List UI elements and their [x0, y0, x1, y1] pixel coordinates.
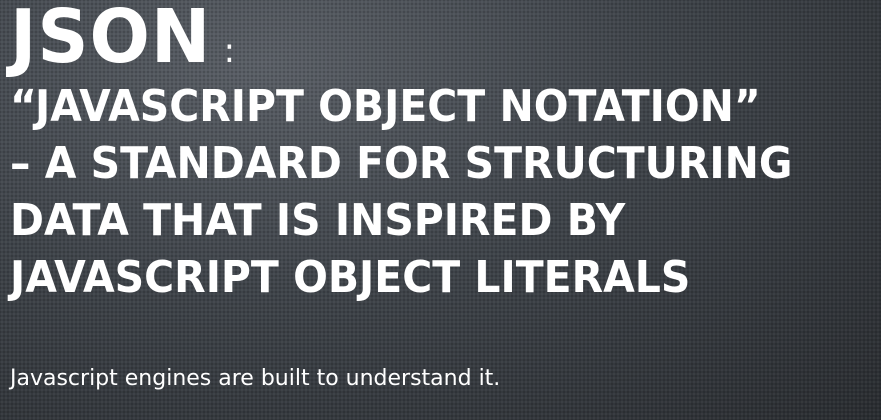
slide-title: JSON:: [10, 0, 871, 74]
slide-content: JSON: “JAVASCRIPT OBJECT NOTATION” – A S…: [10, 0, 871, 306]
definition-line: DATA THAT IS INSPIRED BY: [10, 195, 626, 246]
subtitle-text: Javascript engines are built to understa…: [10, 366, 501, 391]
definition-line: – A STANDARD FOR STRUCTURING: [10, 138, 793, 189]
title-colon: :: [223, 31, 236, 71]
title-text: JSON: [10, 0, 212, 80]
definition-line: “JAVASCRIPT OBJECT NOTATION”: [10, 81, 761, 132]
definition-line: JAVASCRIPT OBJECT LITERALS: [10, 252, 691, 303]
definition-text: “JAVASCRIPT OBJECT NOTATION” – A STANDAR…: [10, 78, 866, 306]
